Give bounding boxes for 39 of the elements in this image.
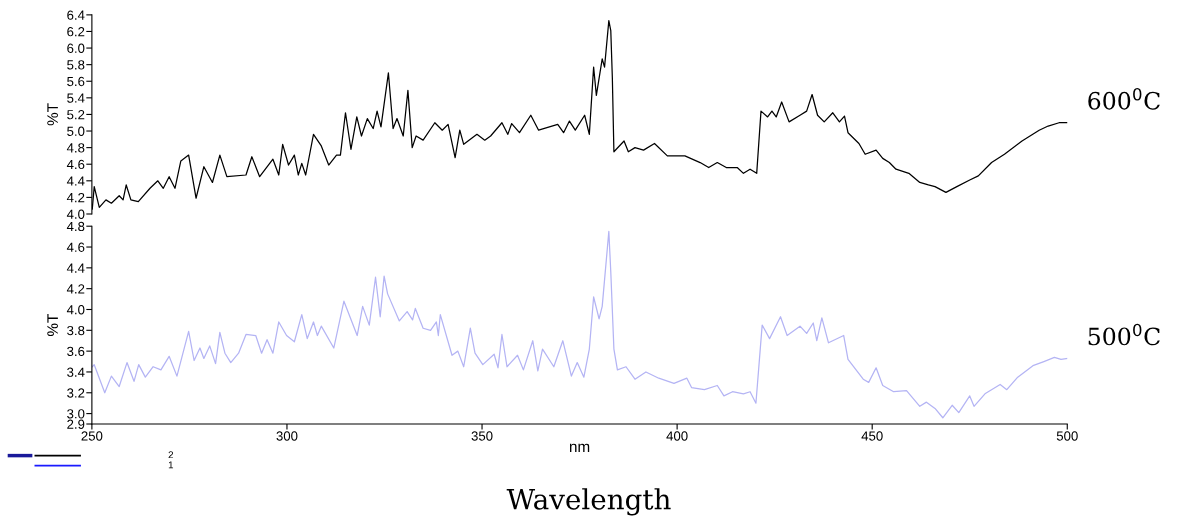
y-axis-title: %T [47,314,58,337]
y-tick-label: 4.0 [66,209,85,219]
series-label: 500$^{0}$C [1088,323,1160,346]
y-tick-label: 4.8 [66,221,85,232]
y-tick-label: 4.0 [66,305,85,315]
y-tick-label: 3.4 [67,367,85,377]
y-tick-label: 4.6 [66,159,85,170]
y-tick-label: 4.4 [66,263,85,273]
y-tick-label: 5.2 [67,110,85,120]
y-tick-label: 2.9 [67,419,85,429]
x-tick-label: 450 [861,431,883,441]
y-tick-label: 5.8 [67,60,85,70]
y-tick-label: 4.2 [66,284,85,294]
x-tick-label: 500 [1056,431,1078,441]
y-tick-label: 6.4 [67,10,85,20]
y-tick-label: 3.0 [67,409,85,419]
y-tick-label: 4.8 [66,143,85,153]
y-tick-label: 6.0 [67,43,85,53]
y-tick-label: 4.6 [66,242,85,252]
text: 1 [168,461,174,469]
y-tick-label: 5.0 [67,126,85,136]
text: 2 [168,451,174,459]
x-tick-label: 350 [471,431,493,441]
y-tick-label: 6.2 [67,27,85,37]
y-tick-label: 5.4 [67,93,85,103]
y-tick-label: 3.6 [67,346,85,357]
x-tick-label: 300 [276,431,298,441]
y-tick-label: 5.6 [67,76,85,87]
y-axis-title: %T [47,103,58,126]
y-tick-label: 4.2 [66,192,85,203]
text: Wavelength [506,488,671,516]
line-series [91,230,1068,419]
series-label: 600$^{0}$C [1088,88,1160,110]
y-tick-label: 3.8 [67,325,85,336]
x-axis-title: nm [569,443,590,452]
x-tick-label: 400 [666,431,688,441]
y-tick-label: 4.4 [66,176,85,186]
x-tick-label: 250 [81,431,103,441]
y-tick-label: 3.2 [67,388,85,398]
